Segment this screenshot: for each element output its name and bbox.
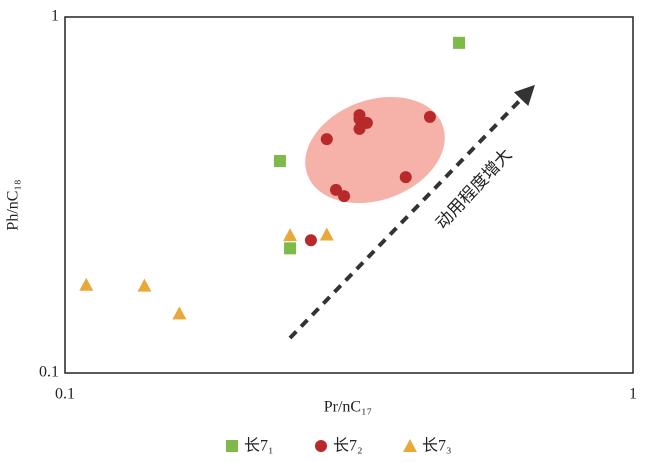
marker-triangle [137,278,152,292]
legend-label: 长7₃ [422,437,452,455]
marker-circle [304,234,317,247]
x-tick-label: 0.1 [55,386,75,403]
x-tick-label: 1 [629,386,637,403]
marker-square [284,242,297,255]
marker-triangle [172,306,187,320]
marker-triangle [283,228,298,242]
marker-square [453,36,466,49]
y-axis-label: Ph/nC₁₈ [5,179,22,230]
y-tick-label: 0.1 [39,364,59,381]
legend-marker [403,439,417,452]
marker-triangle [79,277,94,291]
x-axis-label: Pr/nC₁₇ [324,399,373,416]
marker-triangle [319,227,334,241]
legend-marker [315,440,327,452]
annotation: 动用程度增大 [432,145,515,233]
legend-marker [226,440,238,452]
marker-circle [320,133,333,146]
legend-label: 长7₂ [333,437,363,455]
marker-circle [399,171,412,184]
marker-circle [330,183,343,196]
marker-circle [338,190,351,203]
marker-circle [423,110,436,123]
legend-label: 长7₁ [244,437,274,455]
marker-square [273,155,286,168]
marker-circle [353,122,366,135]
plot-frame [64,16,634,374]
y-tick-label: 1 [51,8,59,25]
highlight-ellipse [305,96,445,204]
